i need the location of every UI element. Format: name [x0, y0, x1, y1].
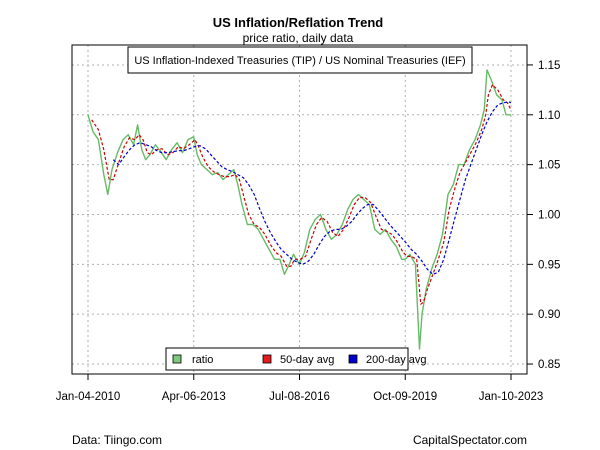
x-tick-label: Jan-10-2023: [479, 391, 544, 403]
grid: [72, 45, 527, 374]
legend: ratio 50-day avg 200-day avg: [165, 347, 427, 371]
legend-200day-label: 200-day avg: [366, 354, 427, 366]
legend-box: [165, 347, 409, 371]
series-ratio: [87, 69, 511, 350]
x-tick-label: Apr-06-2013: [162, 391, 226, 403]
series-label-box: [127, 46, 473, 74]
y-tick-label: 1.15: [538, 60, 560, 72]
y-tick-label: 1.10: [538, 110, 560, 122]
series-label: US Inflation-Indexed Treasuries (TIP) / …: [134, 55, 465, 67]
series-200-day-avg: [112, 101, 512, 275]
chart-subtitle: price ratio, daily data: [243, 31, 354, 45]
series-50-day-avg: [91, 84, 512, 305]
x-tick-label: Oct-09-2019: [373, 391, 437, 403]
footer-source: Data: Tiingo.com: [72, 433, 162, 447]
footer-credit: CapitalSpectator.com: [413, 433, 527, 447]
y-tick-label: 1.00: [538, 209, 560, 221]
plot-frame: [71, 44, 528, 375]
x-tick-label: Jul-08-2016: [269, 391, 330, 403]
x-tick-label: Jan-04-2010: [56, 391, 121, 403]
legend-50day-label: 50-day avg: [280, 354, 334, 366]
series-layer: [87, 69, 512, 350]
y-axis: 0.85 0.90 0.95 1.00 1.05 1.10 1.15: [527, 60, 560, 371]
y-tick-label: 0.85: [538, 359, 560, 371]
legend-50day-swatch: [262, 354, 272, 364]
y-tick-label: 0.90: [538, 309, 560, 321]
y-tick-label: 0.95: [538, 259, 560, 271]
y-tick-label: 1.05: [538, 160, 560, 172]
chart-title: US Inflation/Reflation Trend: [213, 15, 384, 30]
legend-200day-swatch: [348, 354, 358, 364]
x-axis: Jan-04-2010 Apr-06-2013 Jul-08-2016 Oct-09-…: [56, 374, 544, 403]
legend-ratio-swatch: [172, 354, 182, 364]
legend-ratio-label: ratio: [192, 354, 213, 366]
